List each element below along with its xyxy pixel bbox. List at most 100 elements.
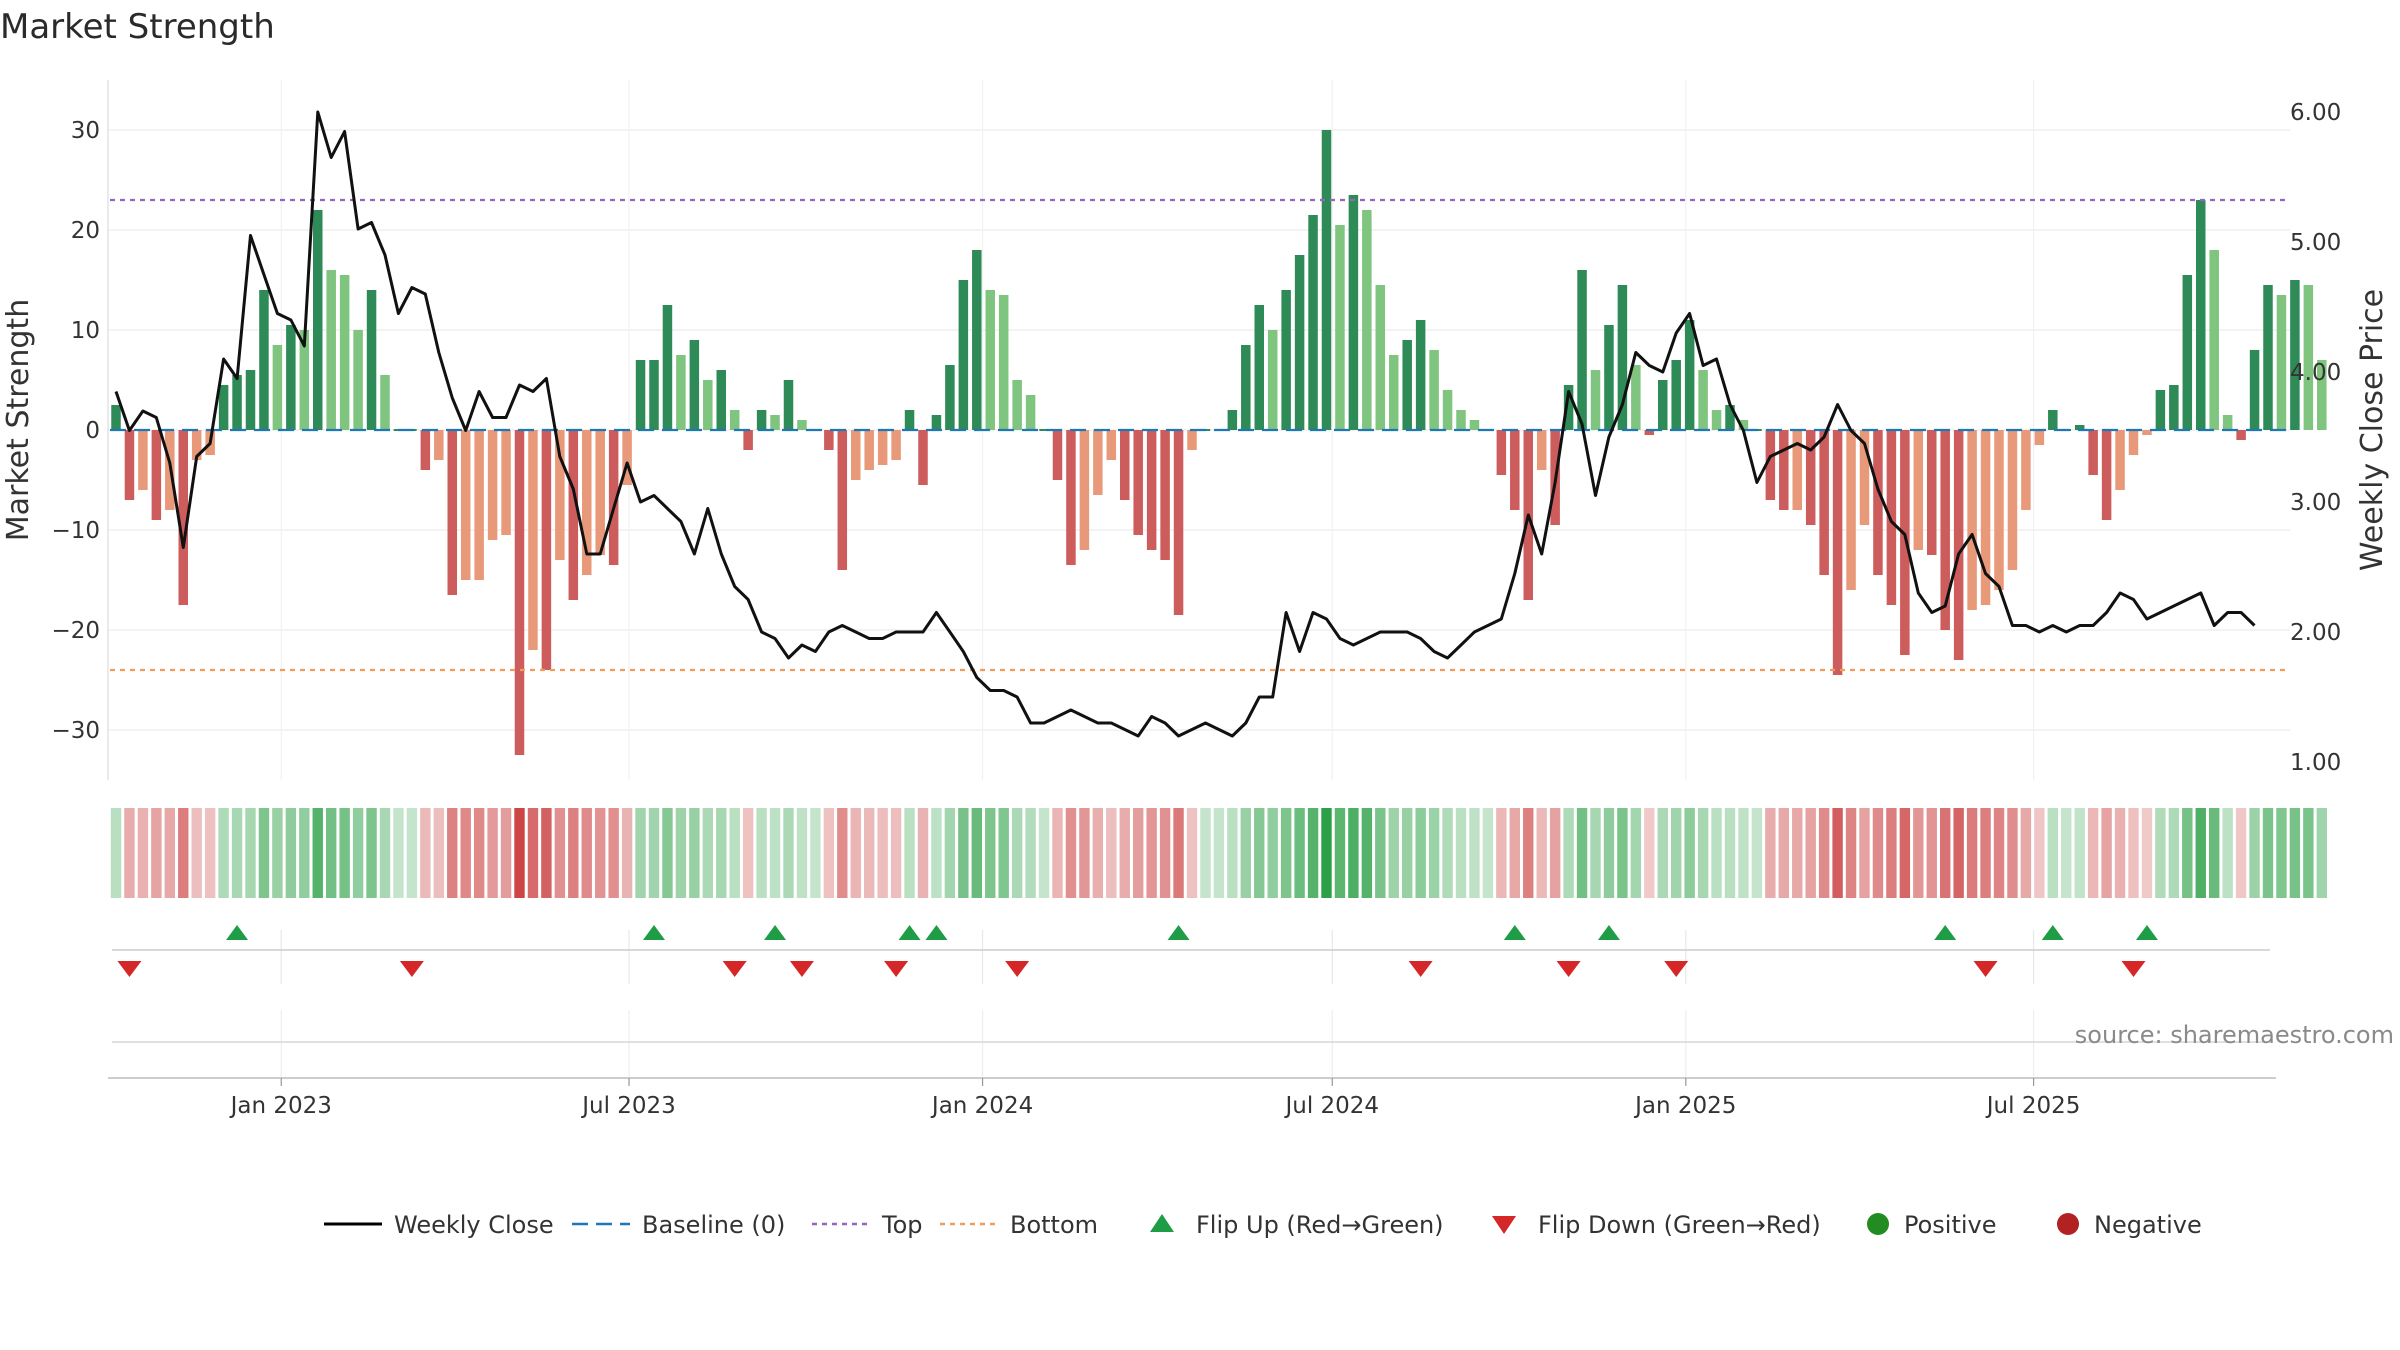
strip-cell [2276, 808, 2287, 898]
strength-bar [2034, 430, 2045, 445]
strip-cell [366, 808, 377, 898]
strength-bar [1335, 225, 1345, 430]
strength-bar [138, 430, 148, 490]
legend-label: Positive [1904, 1211, 1997, 1239]
strength-bar [151, 430, 162, 520]
strip-cell [1227, 808, 1238, 898]
strength-bar [622, 430, 632, 485]
strip-cell [326, 808, 337, 898]
x-tick-label: Jan 2025 [1633, 1093, 1736, 1119]
strip-cell [1455, 808, 1467, 898]
strip-cell [110, 808, 122, 898]
strength-bar [2263, 285, 2273, 430]
strip-cell [1657, 808, 1668, 898]
strip-cell [178, 808, 189, 898]
strip-cell [971, 808, 982, 898]
legend-label: Baseline (0) [642, 1211, 785, 1239]
weekly-close-series [114, 110, 2256, 738]
flip-down-marker [1556, 961, 1581, 977]
flip-markers-panel [112, 925, 2270, 984]
strength-bar [635, 360, 646, 430]
strip-cell [1899, 808, 1911, 898]
left-axis-ticks: 30 20 10 0 −10 −20 −30 [51, 118, 100, 744]
strip-cell [447, 808, 458, 898]
strip-cell [1065, 808, 1077, 898]
strip-cell [272, 808, 283, 898]
strip-cell [702, 808, 713, 898]
strength-bar [1873, 430, 1883, 575]
strength-bars [111, 130, 2327, 755]
flip-down-marker [722, 961, 747, 977]
legend-swatch-circle [2057, 1213, 2079, 1235]
strip-cell [1267, 808, 1278, 898]
strength-bar [1859, 430, 1870, 525]
strip-cell [958, 808, 969, 898]
x-tick-label: Jan 2024 [930, 1093, 1033, 1119]
strength-bar [931, 415, 942, 430]
flip-up-marker [1167, 925, 1190, 940]
strip-cell [1563, 808, 1574, 898]
strength-bar [2276, 295, 2287, 430]
flip-down-marker [399, 961, 424, 977]
strength-bar [582, 430, 592, 575]
strength-bar [770, 415, 780, 430]
strip-cell [662, 808, 673, 898]
strength-bar [837, 430, 848, 570]
strength-bar [2021, 430, 2031, 510]
strip-cell [675, 808, 687, 898]
strength-bar [1631, 365, 1641, 430]
flip-up-marker [2041, 925, 2064, 940]
strip-cell [1119, 808, 1130, 898]
strength-bar [313, 210, 323, 430]
strength-bar [568, 430, 579, 600]
strip-cell [218, 808, 229, 898]
strip-cell [864, 808, 875, 898]
strength-bar [608, 430, 619, 565]
strip-cell [756, 808, 767, 898]
strip-cell [339, 808, 350, 898]
strength-bar [1832, 430, 1843, 675]
strip-cell [917, 808, 929, 898]
strength-bar [1967, 430, 1977, 610]
strip-cell [850, 808, 861, 898]
strip-cell [1913, 808, 1924, 898]
strip-cell [231, 808, 243, 898]
strength-bar [2290, 280, 2300, 430]
strip-cell [1348, 808, 1359, 898]
strip-cell [1630, 808, 1642, 898]
strip-cell [1307, 808, 1319, 898]
legend-swatch-flip-down [1492, 1216, 1516, 1234]
strip-cell [151, 808, 162, 898]
flip-down-marker [2121, 961, 2146, 977]
strip-cell [1576, 808, 1588, 898]
strip-cell [2074, 808, 2085, 898]
strength-bar [1913, 430, 1924, 550]
y2-tick-label: 5.00 [2290, 230, 2341, 256]
strength-bar [891, 430, 901, 460]
strip-cell [352, 808, 364, 898]
strip-cell [716, 808, 727, 898]
x-tick-label: Jan 2023 [229, 1093, 332, 1119]
y-tick-label: 30 [71, 118, 100, 144]
strength-bar [1658, 380, 1668, 430]
strength-bar [2128, 430, 2139, 455]
strength-bar [2182, 275, 2193, 430]
y-tick-label: −30 [51, 718, 100, 744]
strength-bar [2236, 430, 2246, 440]
strip-cell [2182, 808, 2193, 898]
strength-bar [1321, 130, 1332, 430]
strength-bar [595, 430, 605, 555]
flip-down-marker [1664, 961, 1689, 977]
strength-bar [1469, 420, 1480, 430]
strip-cell [1428, 808, 1440, 898]
x-tick-label: Jul 2024 [1283, 1093, 1379, 1119]
strip-cell [1549, 808, 1561, 898]
strip-cell [1590, 808, 1601, 898]
strength-bar [232, 375, 242, 430]
strength-bar [1442, 390, 1453, 430]
strip-cell [796, 808, 808, 898]
strength-bar [824, 430, 834, 450]
y2-tick-label: 4.00 [2290, 360, 2341, 386]
strength-bar [743, 430, 753, 450]
